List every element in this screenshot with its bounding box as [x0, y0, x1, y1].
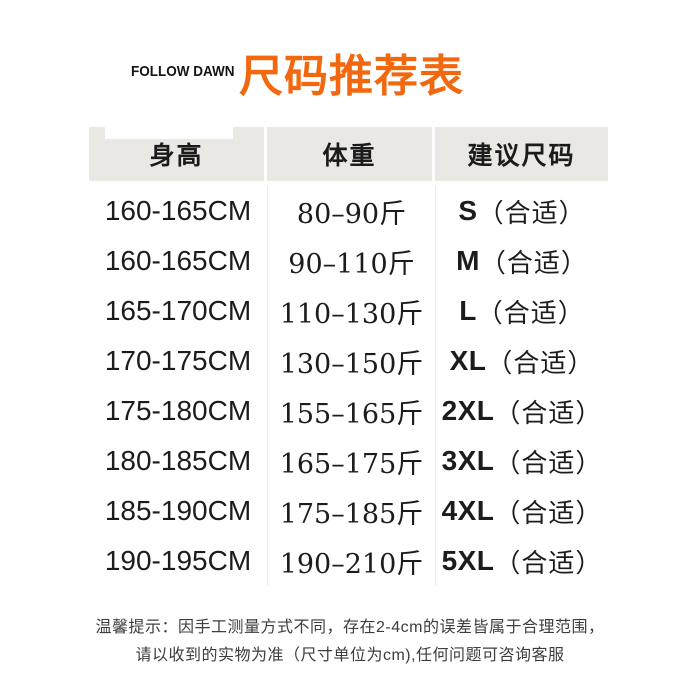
size-cell: L （合适） [435, 286, 608, 336]
fit-label: （合适） [476, 297, 585, 328]
height-cell: 185-190CM [104, 495, 252, 526]
table-row: 185-190CM 175–185斤 4XL （合适） [89, 486, 608, 536]
height-cell: 175-180CM [104, 395, 252, 426]
table-row: 170-175CM 130–150斤 XL （合适） [89, 336, 608, 386]
fit-label: （合适） [479, 247, 588, 278]
fit-label: （合适） [494, 447, 603, 478]
table-row: 165-170CM 110–130斤 L （合适） [89, 286, 608, 336]
size-code: M [456, 245, 480, 276]
size-code: S [458, 195, 478, 226]
size-code: 3XL [441, 445, 495, 476]
size-cell: M （合适） [435, 236, 608, 286]
size-cell: 5XL （合适） [435, 536, 608, 586]
fit-label: （合适） [486, 347, 595, 378]
height-cell: 165-170CM [104, 295, 252, 326]
weight-cell: 90–110斤 [267, 236, 435, 286]
table-header-row: 身高 体重 建议尺码 [89, 126, 608, 181]
size-code: 5XL [441, 545, 495, 576]
brand-logo: FOLLOW DAWN [131, 63, 235, 80]
table-row: 190-195CM 190–210斤 5XL （合适） [89, 536, 608, 586]
size-code: 2XL [441, 395, 495, 426]
table-row: 180-185CM 165–175斤 3XL （合适） [89, 436, 608, 486]
column-header-weight: 体重 [267, 127, 432, 181]
height-cell: 160-165CM [104, 195, 252, 226]
footer-note: 温馨提示：因手工测量方式不同，存在2-4cm的误差皆属于合理范围， 请以收到的实… [0, 614, 700, 670]
footer-note-line2: 请以收到的实物为准（尺寸单位为cm),任何问题可咨询客服 [135, 647, 565, 664]
fit-label: （合适） [477, 197, 586, 228]
fit-label: （合适） [494, 397, 603, 428]
table-body: 160-165CM 80–90斤 S （合适） 160-165CM 90–110… [89, 186, 608, 586]
fit-label: （合适） [494, 497, 603, 528]
height-cell: 160-165CM [104, 245, 252, 276]
weight-cell: 130–150斤 [267, 336, 435, 386]
weight-cell: 165–175斤 [267, 436, 435, 486]
header-white-artifact [105, 126, 233, 139]
weight-cell: 175–185斤 [267, 486, 435, 536]
weight-cell: 110–130斤 [267, 286, 435, 336]
page-title: 尺码推荐表 [239, 52, 464, 101]
size-table: 身高 体重 建议尺码 160-165CM 80–90斤 S （合适） 160-1… [89, 126, 608, 586]
weight-cell: 190–210斤 [267, 536, 435, 586]
size-cell: 4XL （合适） [435, 486, 608, 536]
size-cell: 2XL （合适） [435, 386, 608, 436]
size-cell: XL （合适） [435, 336, 608, 386]
size-code: 4XL [441, 495, 495, 526]
size-code: XL [449, 345, 487, 376]
table-row: 160-165CM 90–110斤 M （合适） [89, 236, 608, 286]
column-header-size: 建议尺码 [435, 127, 608, 181]
size-code: L [459, 295, 477, 326]
table-row: 175-180CM 155–165斤 2XL （合适） [89, 386, 608, 436]
weight-cell: 80–90斤 [267, 186, 435, 236]
weight-cell: 155–165斤 [267, 386, 435, 436]
size-cell: S （合适） [435, 186, 608, 236]
height-cell: 170-175CM [104, 345, 252, 376]
height-cell: 190-195CM [104, 545, 252, 576]
table-row: 160-165CM 80–90斤 S （合适） [89, 186, 608, 236]
height-cell: 180-185CM [104, 445, 252, 476]
footer-note-line1: 温馨提示：因手工测量方式不同，存在2-4cm的误差皆属于合理范围， [95, 619, 605, 636]
size-cell: 3XL （合适） [435, 436, 608, 486]
fit-label: （合适） [494, 547, 603, 578]
